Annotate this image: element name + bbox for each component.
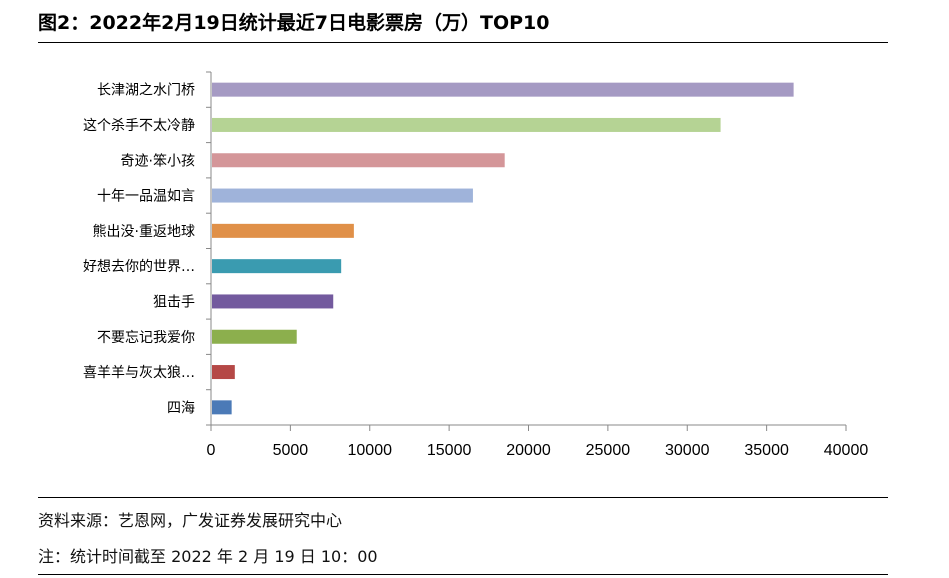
bar [212, 329, 297, 344]
category-label: 熊出没·重返地球 [93, 224, 195, 240]
x-tick-label: 35000 [744, 442, 789, 459]
bar [212, 259, 342, 274]
category-label: 好想去你的世界… [83, 259, 195, 275]
category-label: 十年一品温如言 [97, 189, 195, 205]
title-rule [38, 42, 888, 43]
bar [212, 82, 794, 97]
bottom-rule [38, 574, 888, 575]
x-tick-label: 40000 [824, 442, 869, 459]
bar [212, 153, 505, 168]
x-tick-label: 15000 [427, 442, 472, 459]
source-text: 资料来源：艺恩网，广发证券发展研究中心 [38, 511, 343, 530]
category-label: 狙击手 [153, 294, 195, 310]
x-tick-label: 30000 [665, 442, 710, 459]
bar-chart: 长津湖之水门桥这个杀手不太冷静奇迹·笨小孩十年一品温如言熊出没·重返地球好想去你… [83, 71, 869, 459]
bar [212, 294, 334, 309]
category-label: 四海 [167, 400, 195, 416]
x-tick-label: 0 [207, 442, 216, 459]
category-label: 这个杀手不太冷静 [83, 117, 195, 134]
bar [212, 188, 473, 203]
figure-title: 图2：2022年2月19日统计最近7日电影票房（万）TOP10 [38, 12, 550, 34]
bar [212, 223, 354, 238]
bar [212, 400, 232, 415]
category-label: 不要忘记我爱你 [97, 330, 195, 346]
category-label: 长津湖之水门桥 [97, 83, 195, 99]
x-tick-label: 25000 [586, 442, 631, 459]
source-rule [38, 497, 888, 498]
category-label: 喜羊羊与灰太狼… [83, 365, 195, 381]
x-tick-label: 5000 [273, 442, 309, 459]
x-tick-label: 10000 [348, 442, 393, 459]
bar [212, 117, 721, 132]
bar [212, 365, 235, 380]
category-label: 奇迹·笨小孩 [121, 152, 195, 169]
note-text: 注：统计时间截至 2022 年 2 月 19 日 10：00 [38, 547, 378, 566]
x-tick-label: 20000 [506, 442, 551, 459]
